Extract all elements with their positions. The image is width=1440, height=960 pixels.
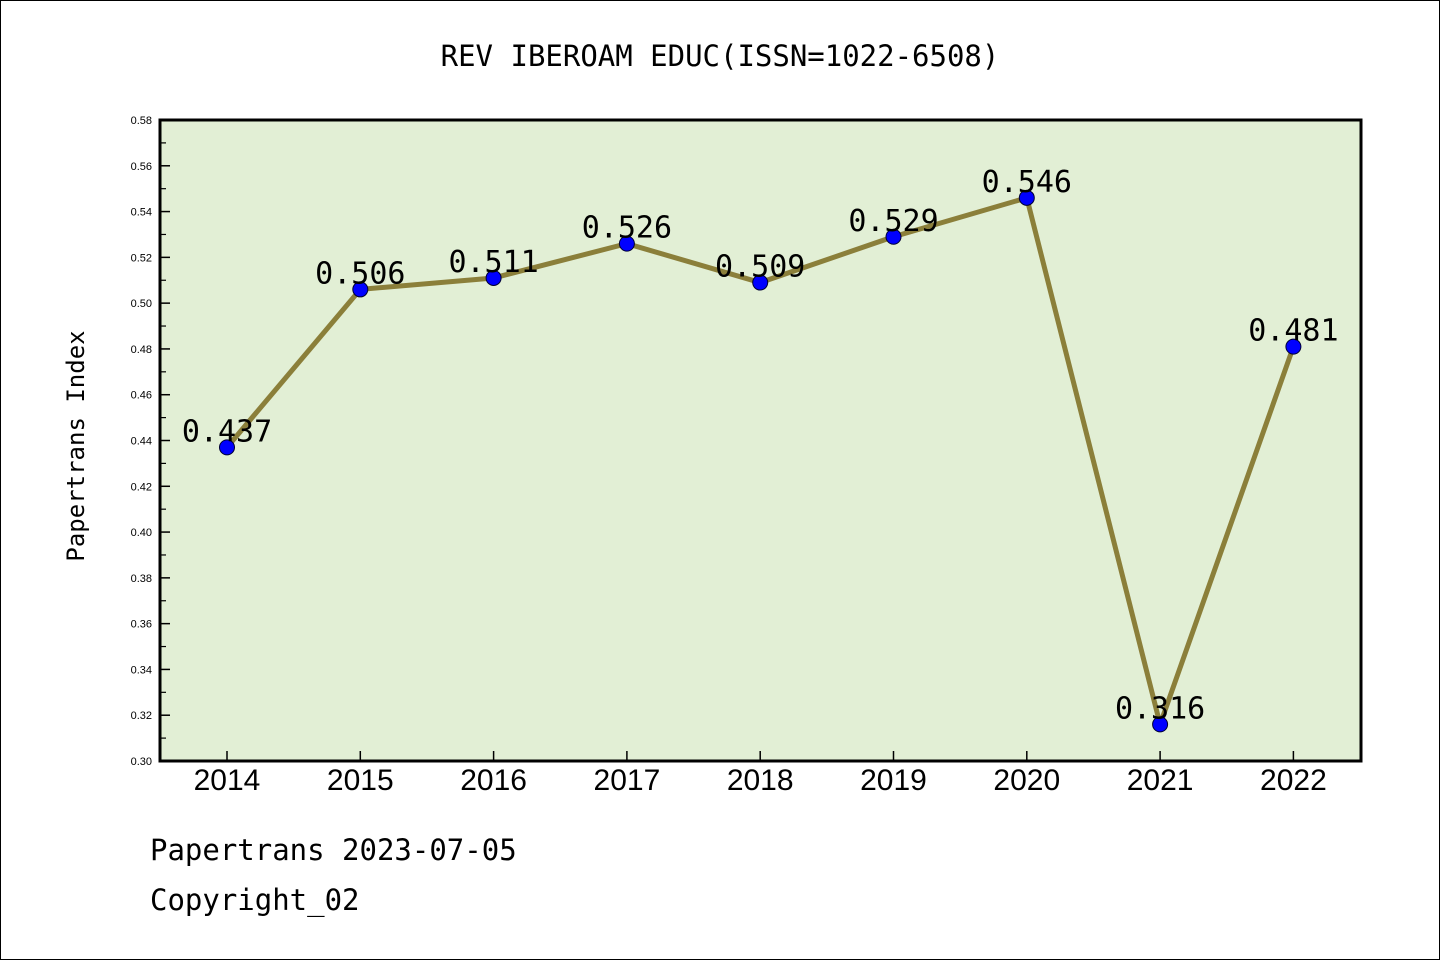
y-tick-label: 0.30 (131, 756, 152, 768)
data-point-marker (1152, 716, 1169, 733)
footer-copyright: Copyright_02 (150, 883, 360, 917)
data-label: 0.546 (982, 165, 1072, 200)
x-tick-label: 2017 (594, 764, 661, 797)
y-tick-label: 0.54 (131, 207, 152, 219)
x-tick-label: 2015 (327, 764, 394, 797)
y-tick-label: 0.58 (131, 115, 152, 127)
chart-title: REV IBEROAM EDUC(ISSN=1022-6508) (441, 39, 1000, 73)
y-tick-label: 0.50 (131, 298, 152, 310)
plot-area (158, 118, 1363, 763)
x-tick-label: 2018 (727, 764, 794, 797)
x-tick-label: 2022 (1260, 764, 1327, 797)
x-tick-label: 2021 (1127, 764, 1194, 797)
y-tick-label: 0.56 (131, 161, 152, 173)
y-tick-label: 0.46 (131, 390, 152, 402)
data-point-marker (1285, 338, 1302, 355)
data-point-marker (219, 439, 235, 456)
data-label: 0.511 (448, 245, 538, 280)
data-point-marker (352, 281, 369, 298)
x-tick-label: 2020 (993, 764, 1060, 797)
data-label: 0.506 (315, 256, 405, 291)
y-axis-label: Papertrans Index (62, 330, 90, 561)
data-label: 0.481 (1248, 314, 1338, 349)
data-point-marker (618, 235, 635, 252)
data-label: 0.437 (182, 414, 272, 449)
x-tick-label: 2019 (860, 764, 927, 797)
y-tick-label: 0.38 (131, 573, 152, 585)
data-point-marker (1018, 189, 1035, 206)
data-label: 0.526 (582, 211, 672, 246)
data-label: 0.529 (848, 204, 938, 239)
y-tick-label: 0.40 (131, 527, 152, 539)
data-label: 0.509 (715, 250, 805, 285)
y-tick-label: 0.34 (131, 664, 152, 676)
y-tick-label: 0.52 (131, 252, 152, 264)
x-axis-ticks: 2014 2015 2016 2017 2018 2019 2020 2021 2022 (194, 751, 1327, 797)
y-tick-label: 0.42 (131, 481, 152, 493)
x-tick-label: 2016 (460, 764, 527, 797)
y-tick-label: 0.36 (131, 619, 152, 631)
y-tick-label: 0.48 (131, 344, 152, 356)
data-point-marker (885, 228, 902, 245)
y-axis-ticks: 0.30 0.32 0.34 0.36 0.38 0.40 0.42 0.44 0.46 0.48… (131, 115, 170, 768)
y-tick-label: 0.44 (131, 436, 152, 448)
data-label: 0.316 (1115, 691, 1205, 726)
data-markers (219, 189, 1302, 733)
x-tick-label: 2014 (194, 764, 261, 797)
data-point-marker (485, 269, 502, 286)
y-tick-label: 0.32 (131, 710, 152, 722)
data-labels: 0.437 0.506 0.511 0.526 0.509 0.529 0.546 0.316… (182, 165, 1339, 727)
data-point-marker (752, 274, 769, 291)
footer-date: Papertrans 2023-07-05 (150, 833, 517, 867)
